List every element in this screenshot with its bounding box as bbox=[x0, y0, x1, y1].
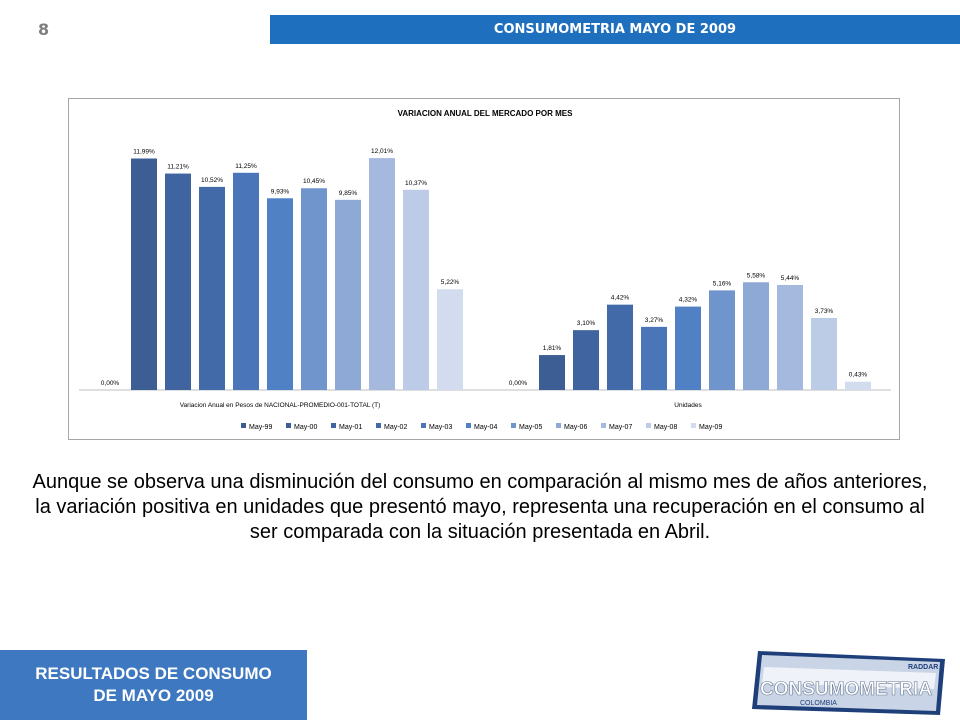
bar-unidades-may-08 bbox=[811, 317, 837, 390]
legend-label-may-08: May-08 bbox=[654, 424, 677, 431]
chart-frame: VARIACION ANUAL DEL MERCADO POR MES 0,00%… bbox=[68, 98, 900, 440]
bar-unidades-may-09 bbox=[845, 381, 871, 390]
data-label-pesos-may-00: 11,99% bbox=[133, 149, 155, 156]
bar-unidades-may-07 bbox=[777, 284, 803, 390]
data-label-pesos-may-06: 9,85% bbox=[339, 190, 358, 197]
bar-pesos-may-01 bbox=[165, 173, 191, 390]
legend-swatch-may-06 bbox=[556, 423, 561, 428]
bar-pesos-may-07 bbox=[369, 158, 395, 390]
consumometria-logo: RADDAR CONSUMOMETRIA COLOMBIA bbox=[740, 645, 950, 717]
legend-swatch-may-01 bbox=[331, 423, 336, 428]
footer-section-label: RESULTADOS DE CONSUMO DE MAYO 2009 bbox=[0, 650, 307, 720]
legend-label-may-02: May-02 bbox=[384, 424, 407, 431]
legend-label-may-06: May-06 bbox=[564, 424, 587, 431]
legend-swatch-may-02 bbox=[376, 423, 381, 428]
legend-label-may-04: May-04 bbox=[474, 424, 497, 431]
footer-line-1: RESULTADOS DE CONSUMO bbox=[35, 664, 272, 683]
data-label-unidades-may-09: 0,43% bbox=[849, 372, 868, 379]
bar-pesos-may-04 bbox=[267, 198, 293, 390]
logo-brand: RADDAR bbox=[908, 664, 938, 671]
legend-label-may-03: May-03 bbox=[429, 424, 452, 431]
data-label-unidades-may-07: 5,44% bbox=[781, 275, 800, 282]
bar-pesos-may-09 bbox=[437, 289, 463, 390]
category-label-pesos: Variacion Anual en Pesos de NACIONAL-PRO… bbox=[180, 402, 381, 409]
bar-pesos-may-03 bbox=[233, 172, 259, 390]
legend-label-may-99: May-99 bbox=[249, 424, 272, 431]
bar-pesos-may-05 bbox=[301, 188, 327, 390]
data-label-pesos-may-07: 12,01% bbox=[371, 148, 393, 155]
category-label-unidades: Unidades bbox=[674, 402, 702, 409]
legend-label-may-07: May-07 bbox=[609, 424, 632, 431]
data-label-unidades-may-02: 4,42% bbox=[611, 295, 630, 302]
legend-label-may-05: May-05 bbox=[519, 424, 542, 431]
data-label-pesos-may-04: 9,93% bbox=[271, 188, 290, 195]
data-label-unidades-may-06: 5,58% bbox=[747, 272, 766, 279]
data-label-unidades-may-04: 4,32% bbox=[679, 297, 698, 304]
data-label-pesos-may-05: 10,45% bbox=[303, 178, 325, 185]
bar-pesos-may-00 bbox=[131, 158, 157, 390]
bar-unidades-may-04 bbox=[675, 306, 701, 390]
data-label-unidades-may-03: 3,27% bbox=[645, 317, 664, 324]
legend-swatch-may-08 bbox=[646, 423, 651, 428]
legend-swatch-may-09 bbox=[691, 423, 696, 428]
legend-swatch-may-04 bbox=[466, 423, 471, 428]
legend-swatch-may-03 bbox=[421, 423, 426, 428]
bar-pesos-may-02 bbox=[199, 186, 225, 390]
bar-unidades-may-05 bbox=[709, 290, 735, 390]
data-label-unidades-may-01: 3,10% bbox=[577, 320, 596, 327]
footer-line-2: DE MAYO 2009 bbox=[93, 686, 214, 705]
legend-label-may-01: May-01 bbox=[339, 424, 362, 431]
legend-label-may-00: May-00 bbox=[294, 424, 317, 431]
bar-unidades-may-06 bbox=[743, 282, 769, 390]
bar-unidades-may-03 bbox=[641, 326, 667, 390]
data-label-unidades-may-00: 1,81% bbox=[543, 345, 562, 352]
logo-wordmark: CONSUMOMETRIA bbox=[760, 679, 932, 700]
bar-pesos-may-06 bbox=[335, 199, 361, 390]
data-label-unidades-may-08: 3,73% bbox=[815, 308, 834, 315]
legend-swatch-may-05 bbox=[511, 423, 516, 428]
page-title: CONSUMOMETRIA MAYO DE 2009 bbox=[493, 22, 737, 37]
bar-chart: VARIACION ANUAL DEL MERCADO POR MES 0,00%… bbox=[79, 109, 891, 431]
caption-text: Aunque se observa una disminución del co… bbox=[32, 471, 928, 543]
bar-pesos-may-08 bbox=[403, 189, 429, 390]
page-title-banner: CONSUMOMETRIA MAYO DE 2009 bbox=[270, 15, 960, 44]
data-label-pesos-may-01: 11,21% bbox=[167, 164, 189, 171]
chart-title: VARIACION ANUAL DEL MERCADO POR MES bbox=[398, 109, 573, 118]
bar-unidades-may-02 bbox=[607, 304, 633, 390]
data-label-pesos-may-09: 5,22% bbox=[441, 279, 460, 286]
legend-label-may-09: May-09 bbox=[699, 424, 722, 431]
legend-swatch-may-00 bbox=[286, 423, 291, 428]
data-label-pesos-may-08: 10,37% bbox=[405, 180, 427, 187]
legend-swatch-may-07 bbox=[601, 423, 606, 428]
bar-unidades-may-01 bbox=[573, 330, 599, 390]
page-number: 8 bbox=[38, 20, 50, 39]
data-label-unidades-may-05: 5,16% bbox=[713, 280, 732, 287]
legend-swatch-may-99 bbox=[241, 423, 246, 428]
logo-subtext: COLOMBIA bbox=[800, 700, 837, 707]
data-label-pesos-may-99: 0,00% bbox=[101, 380, 120, 387]
data-label-pesos-may-03: 11,25% bbox=[235, 163, 257, 170]
bar-unidades-may-00 bbox=[539, 355, 565, 390]
data-label-unidades-may-99: 0,00% bbox=[509, 380, 528, 387]
data-label-pesos-may-02: 10,52% bbox=[201, 177, 223, 184]
